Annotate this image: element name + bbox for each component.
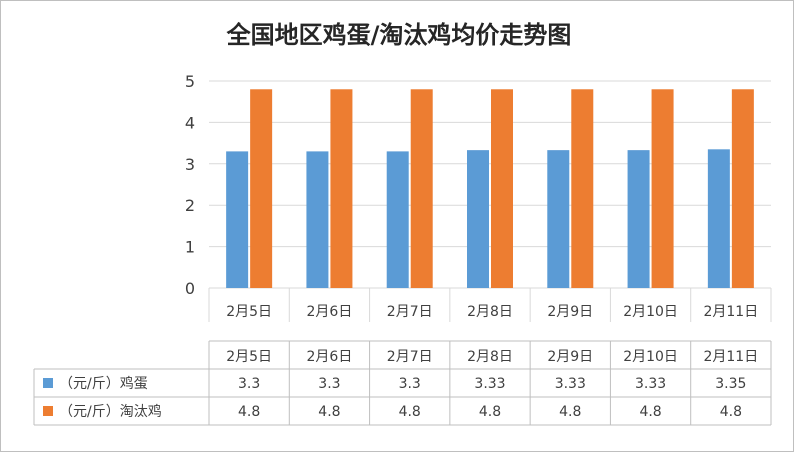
bar-hen-2 (410, 89, 433, 288)
bar-egg-0 (226, 151, 249, 288)
table-header-cell: 2月10日 (623, 349, 678, 365)
y-axis-ticks: 0 1 2 3 4 5 (185, 72, 195, 298)
bar-egg-5 (627, 150, 650, 288)
table-header-cell: 2月11日 (703, 349, 758, 365)
table-header-cell: 2月8日 (467, 349, 513, 365)
table-value-cell: 4.8 (479, 404, 501, 420)
x-category-label: 2月5日 (226, 304, 272, 320)
table-header-cell: 2月9日 (547, 349, 593, 365)
bar-egg-1 (306, 151, 329, 288)
table-header-cell: 2月5日 (226, 349, 272, 365)
bar-egg-3 (467, 150, 489, 288)
data-table: 2月5日 2月6日 2月7日 2月8日 2月9日 2月10日 2月11日 （元/斤）鸡蛋 3.3… (33, 340, 772, 426)
y-tick-label: 1 (185, 238, 195, 257)
x-category-label: 2月7日 (387, 304, 433, 320)
table-value-cell: 4.8 (399, 404, 421, 420)
table-value-cell: 4.8 (238, 404, 260, 420)
table-value-cell: 3.3 (318, 376, 340, 392)
bar-hen-6 (731, 89, 754, 288)
table-value-cell: 4.8 (639, 404, 661, 420)
x-category-label: 2月8日 (467, 304, 513, 320)
chart-title: 全国地区鸡蛋/淘汰鸡均价走势图 (226, 21, 572, 49)
y-tick-label: 3 (185, 155, 195, 174)
bar-hen-1 (330, 89, 353, 288)
bar-egg-4 (547, 150, 570, 288)
table-value-cell: 3.3 (399, 376, 421, 392)
bar-hen-3 (491, 89, 513, 288)
table-value-cell: 3.33 (474, 376, 505, 392)
series-name: （元/斤）淘汰鸡 (59, 403, 162, 420)
table-value-cell: 3.35 (715, 376, 746, 392)
x-category-label: 2月9日 (547, 304, 593, 320)
y-tick-label: 4 (185, 113, 195, 132)
table-header-cell: 2月7日 (387, 349, 433, 365)
bar-hen-5 (651, 89, 674, 288)
table-value-cell: 3.3 (238, 376, 260, 392)
x-category-label: 2月6日 (307, 304, 353, 320)
grid-lines (208, 80, 772, 322)
bar-hen-4 (571, 89, 594, 288)
x-category-label: 2月11日 (703, 304, 758, 320)
bar-egg-2 (386, 151, 409, 288)
x-axis-categories: 2月5日 2月6日 2月7日 2月8日 2月9日 2月10日 2月11日 (226, 304, 758, 320)
series-name: （元/斤）鸡蛋 (59, 375, 148, 392)
legend-swatch (43, 378, 53, 388)
x-category-label: 2月10日 (623, 304, 678, 320)
table-value-cell: 4.8 (318, 404, 340, 420)
bar-egg-6 (707, 149, 730, 288)
table-header-cell: 2月6日 (307, 349, 353, 365)
bars (226, 89, 754, 288)
y-tick-label: 0 (185, 279, 195, 298)
table-value-cell: 4.8 (720, 404, 742, 420)
table-value-cell: 3.33 (635, 376, 666, 392)
table-value-cell: 4.8 (559, 404, 581, 420)
legend-swatch (43, 406, 53, 416)
y-tick-label: 5 (185, 72, 195, 91)
y-tick-label: 2 (185, 196, 195, 215)
table-value-cell: 3.33 (555, 376, 586, 392)
bar-hen-0 (250, 89, 273, 288)
